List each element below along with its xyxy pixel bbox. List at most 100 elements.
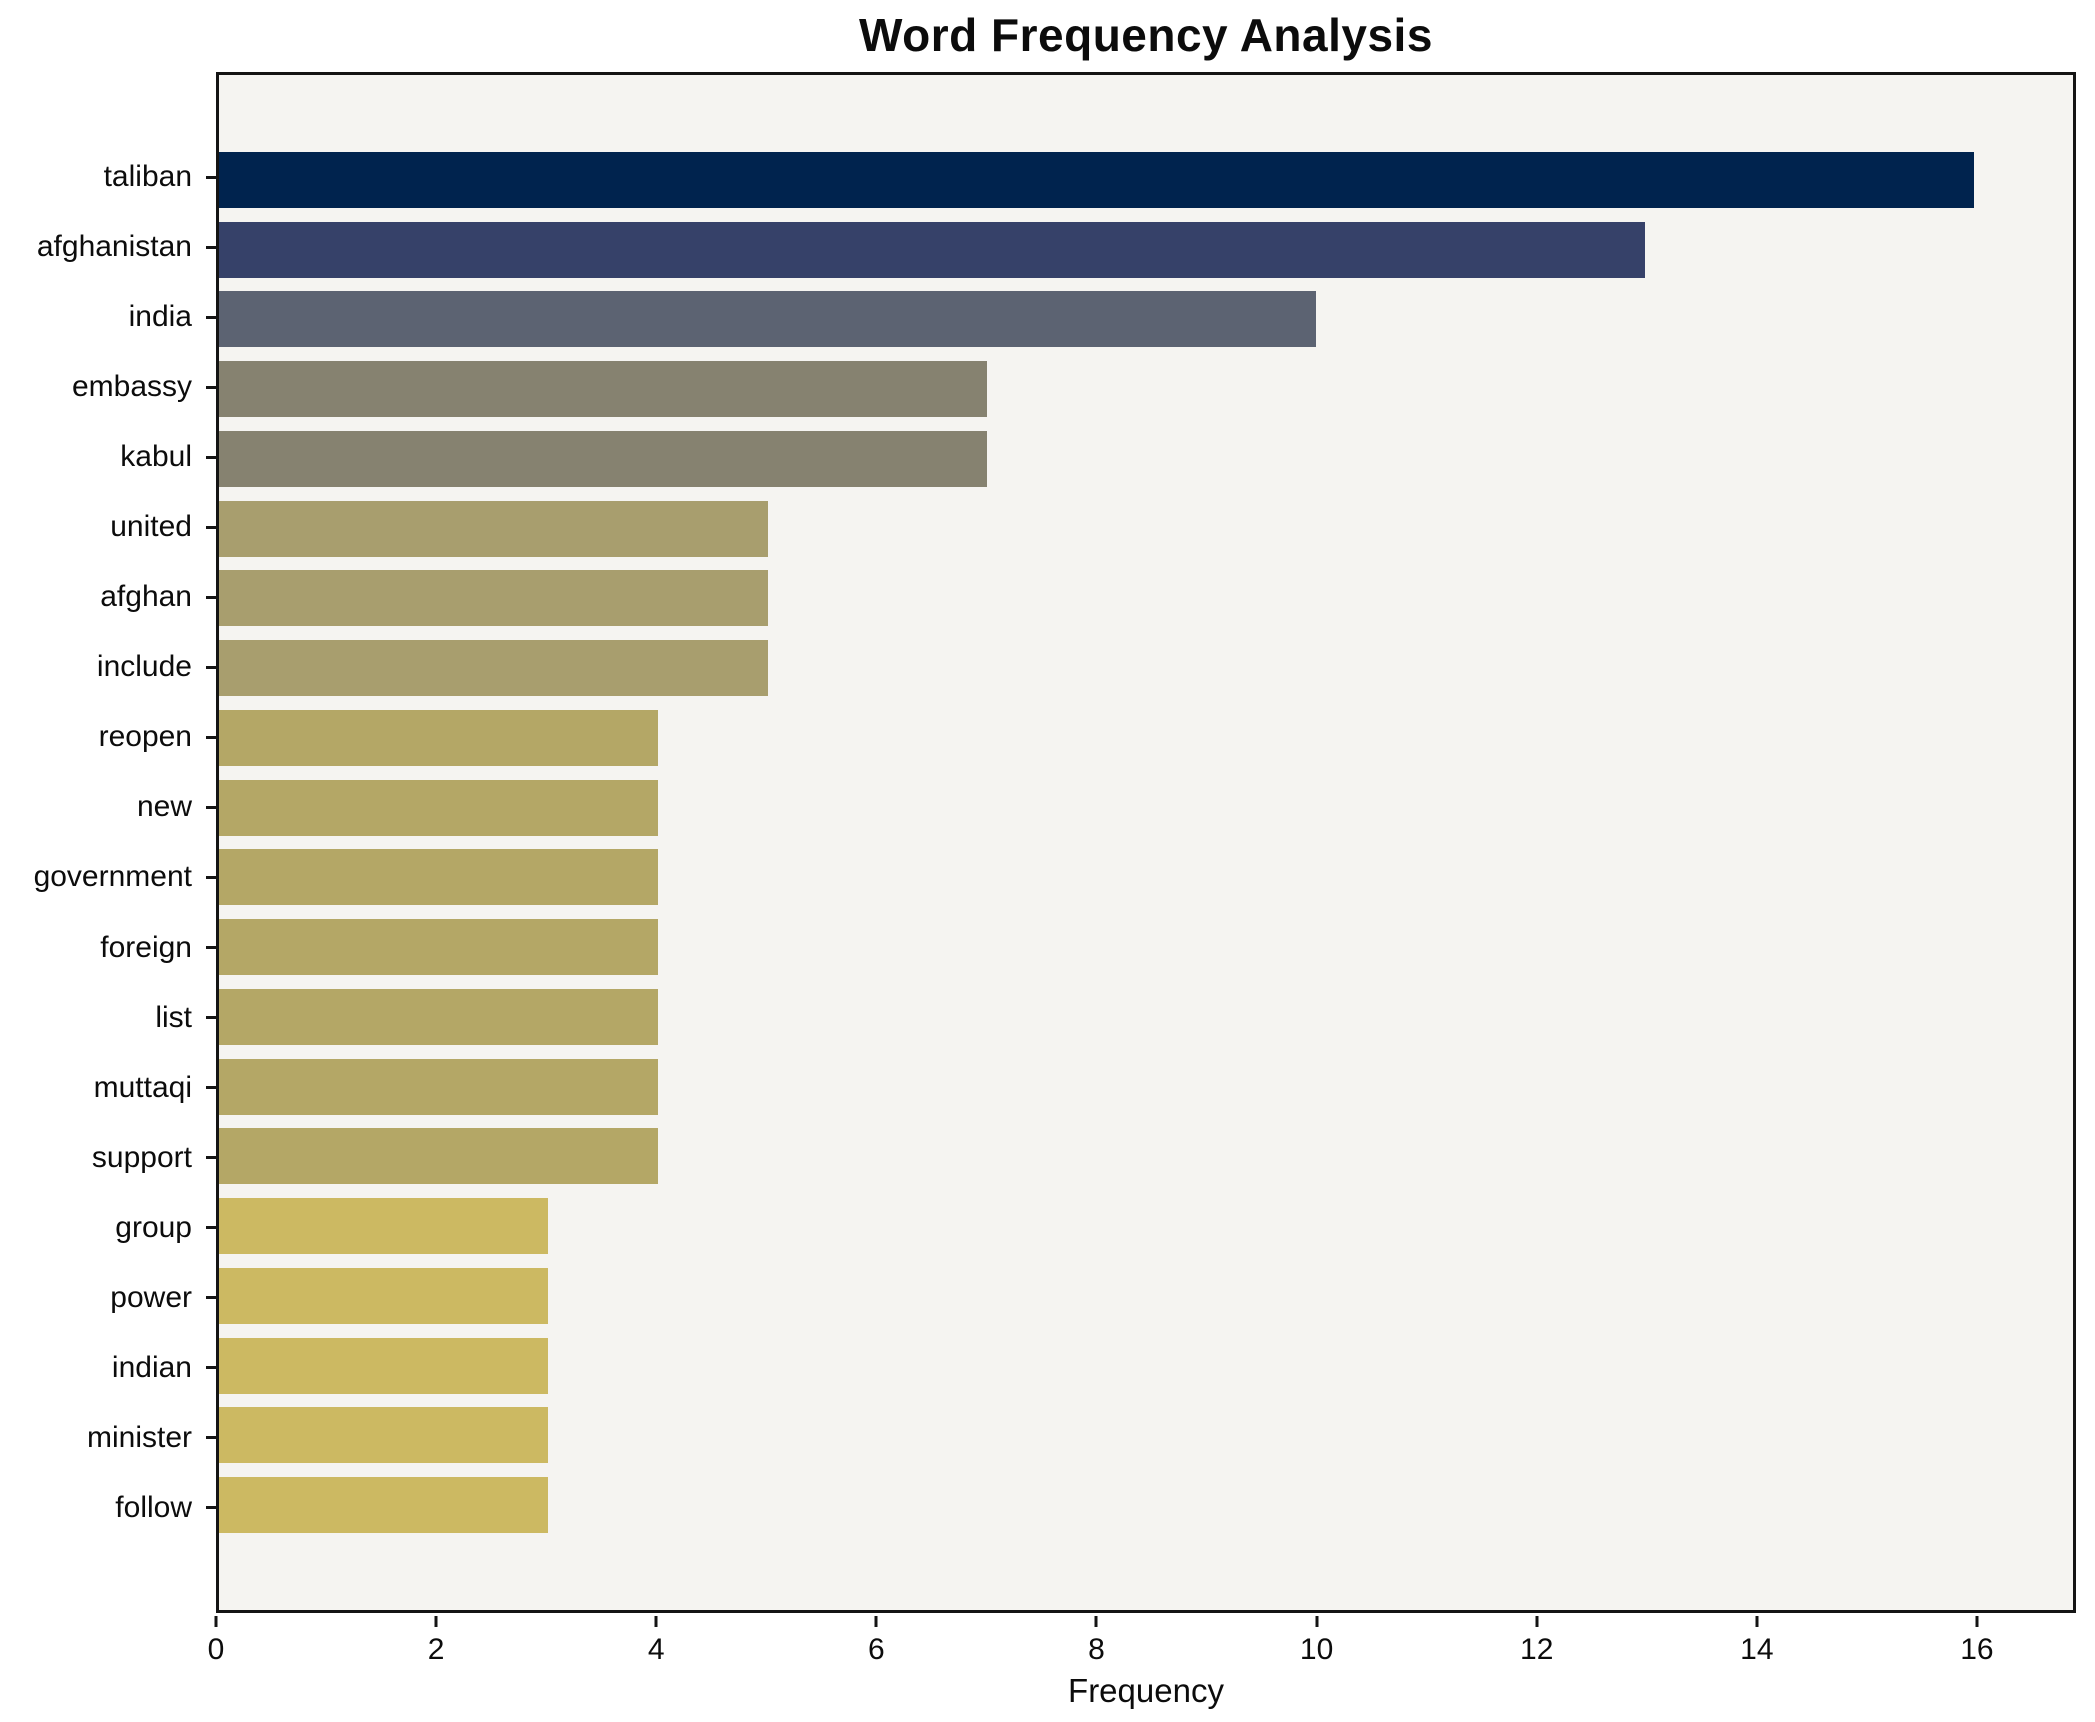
bar-row [219,703,2073,773]
bar-follow [219,1477,549,1534]
y-tick-label: muttaqi [93,1070,192,1104]
x-tick-mark [874,1616,878,1627]
x-tick-label: 10 [1299,1633,1334,1666]
bar-row [219,633,2073,703]
bar-united [219,500,768,557]
x-tick-label: 6 [868,1633,885,1666]
y-tick-label: government [33,860,192,894]
bar-row [219,912,2073,982]
y-tick-label: united [110,510,192,544]
y-row: include [0,632,216,702]
y-row: india [0,282,216,352]
x-tick-mark [1535,1616,1539,1627]
bar-row [219,145,2073,215]
y-tick-mark [206,946,216,950]
bar-afghan [219,570,768,627]
x-axis: 0 2 4 6 8 10 12 14 16 [208,1613,2076,1666]
x-tick-mark [214,1616,218,1627]
y-tick-mark [206,595,216,599]
y-tick-mark [206,1366,216,1370]
bar-row [219,1122,2073,1192]
bar-row [219,564,2073,634]
y-tick-mark [206,805,216,809]
x-tick-label: 16 [1960,1633,1994,1666]
y-tick-label: power [110,1280,192,1314]
bar-row [219,1470,2073,1540]
y-row: afghan [0,562,216,632]
y-tick-label: support [91,1140,192,1174]
y-axis: taliban afghanistan india embassy kabul unite… [0,72,216,1613]
y-tick-label: minister [86,1420,192,1454]
x-tick-label: 8 [1088,1633,1105,1666]
bar-afghanistan [219,221,1646,278]
y-tick-mark [206,735,216,739]
y-tick-label: include [96,650,192,684]
bar-rows [219,75,2073,1610]
bar-kabul [219,430,987,487]
y-tick-label: afghanistan [36,230,192,264]
y-tick-mark [206,1086,216,1090]
y-tick-mark [206,1436,216,1440]
x-tick-mark [1315,1616,1319,1627]
bar-group [219,1198,549,1255]
y-tick-label: list [155,1000,192,1034]
bar-government [219,849,658,906]
y-tick-mark [206,875,216,879]
y-tick-label: taliban [103,160,192,194]
bar-embassy [219,361,987,418]
x-tick-mark [1975,1616,1979,1627]
bar-indian [219,1337,549,1394]
bar-row [219,354,2073,424]
y-tick-mark [206,245,216,249]
y-row: foreign [0,913,216,983]
x-tick-label: 4 [647,1633,665,1666]
y-tick-label: new [136,790,192,824]
x-tick-label: 14 [1740,1633,1774,1666]
y-tick-mark [206,665,216,669]
bar-row [219,424,2073,494]
bar-row [219,494,2073,564]
y-row: muttaqi [0,1053,216,1123]
y-tick-label: embassy [71,370,192,404]
y-tick-mark [206,455,216,459]
y-row: embassy [0,352,216,422]
plot-area [216,72,2076,1613]
bar-row [219,1191,2073,1261]
y-row: support [0,1123,216,1193]
bar-row [219,773,2073,843]
y-tick-mark [206,525,216,529]
y-row: indian [0,1333,216,1403]
bar-new [219,779,658,836]
bar-row [219,982,2073,1052]
bar-india [219,291,1317,348]
y-tick-mark [206,1506,216,1510]
bar-row [219,843,2073,913]
bar-support [219,1128,658,1185]
y-row: united [0,492,216,562]
x-tick-label: 0 [207,1633,225,1666]
bar-taliban [219,151,1975,208]
y-tick-label: follow [115,1490,192,1524]
bar-muttaqi [219,1058,658,1115]
y-tick-label: afghan [100,580,192,614]
bar-row [219,1401,2073,1471]
y-tick-mark [206,1016,216,1020]
y-row: reopen [0,702,216,772]
y-tick-label: foreign [100,930,192,964]
bar-include [219,640,768,697]
x-tick-mark [654,1616,658,1627]
x-axis-label: Frequency [1068,1672,1224,1709]
bar-row [219,285,2073,355]
y-row: government [0,842,216,912]
x-tick-mark [1755,1616,1759,1627]
y-tick-mark [206,1226,216,1230]
bar-row [219,1261,2073,1331]
bar-row [219,1052,2073,1122]
bar-row [219,215,2073,285]
y-tick-label: indian [111,1350,192,1384]
y-row: group [0,1193,216,1263]
y-tick-label: group [115,1210,192,1244]
y-row: kabul [0,422,216,492]
y-row: new [0,772,216,842]
